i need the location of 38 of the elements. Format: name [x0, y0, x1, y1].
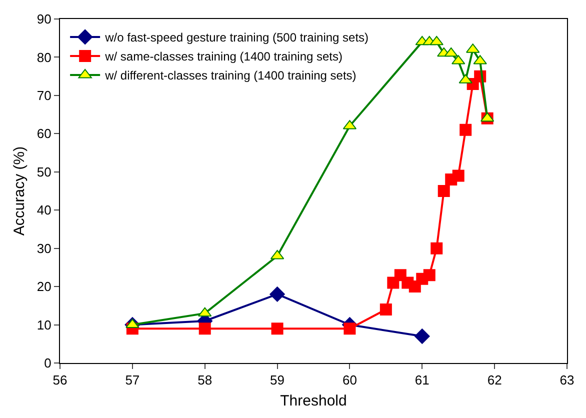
y-tick-label: 70 [36, 88, 52, 103]
point [430, 242, 443, 254]
y-tick-label: 30 [36, 240, 52, 256]
point [438, 185, 450, 197]
point [271, 322, 284, 335]
point [423, 269, 436, 282]
y-tick-label: 90 [36, 12, 52, 27]
y-tick-label: 80 [36, 50, 52, 65]
x-tick-label: 58 [198, 372, 212, 388]
y-tick-label: 20 [36, 279, 52, 294]
point [430, 36, 444, 46]
point [460, 124, 472, 136]
y-tick-label: 10 [36, 317, 52, 332]
point [380, 303, 392, 316]
x-tick-label: 60 [342, 372, 357, 388]
point [198, 322, 211, 335]
y-tick-label: 60 [36, 126, 52, 142]
point [270, 286, 285, 302]
x-tick-label: 57 [125, 372, 140, 388]
x-axis-title: Threshold [280, 392, 347, 410]
point [198, 307, 212, 317]
y-tick-label: 0 [44, 356, 52, 371]
legend-label: w/ different-classes training (1400 training sets) [104, 68, 356, 83]
point [126, 318, 140, 328]
legend-label: w/o fast-speed gesture training (500 training sets) [104, 30, 369, 45]
x-tick-label: 63 [560, 372, 574, 388]
y-axis-title: Accuracy (%) [11, 146, 28, 236]
x-tick-label: 61 [414, 372, 430, 388]
point [452, 170, 464, 182]
x-tick-label: 56 [52, 372, 68, 388]
point [444, 47, 458, 57]
legend-label: w/ same-classes training (1400 training sets) [104, 50, 343, 64]
point [344, 322, 356, 335]
y-tick-label: 50 [36, 164, 52, 180]
x-tick-label: 62 [487, 372, 502, 388]
y-tick-label: 40 [36, 202, 52, 218]
point [414, 328, 430, 344]
x-tick-label: 59 [270, 372, 285, 388]
